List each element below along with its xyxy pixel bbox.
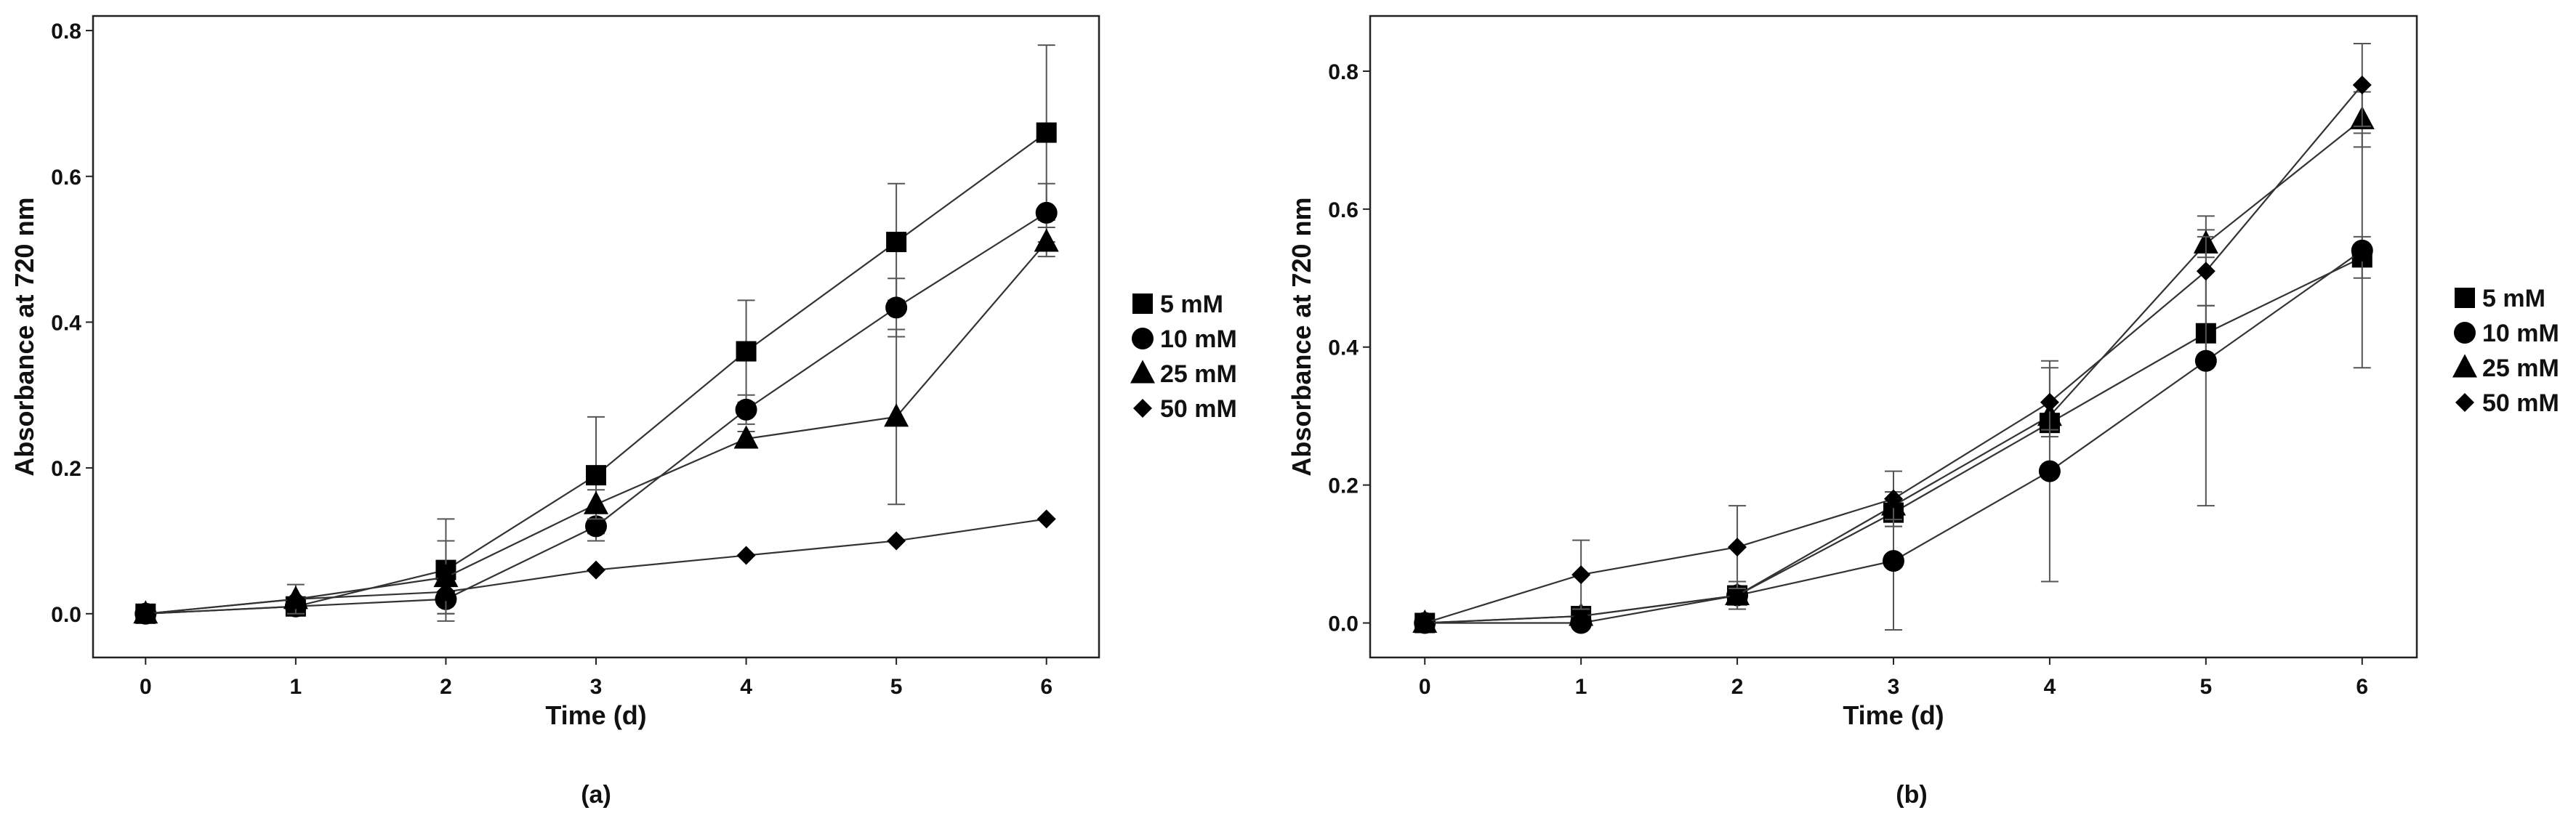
data-point-diamond [587, 560, 605, 580]
legend-label: 50 mM [2482, 389, 2559, 417]
legend-label: 5 mM [1160, 291, 1223, 318]
x-tick-label: 6 [1040, 675, 1052, 699]
data-point-square [586, 465, 606, 486]
y-tick-label: 0.0 [1328, 612, 1359, 636]
x-axis-title: Time (d) [545, 700, 646, 730]
legend-marker-circle [2454, 322, 2476, 344]
panel-caption: (a) [581, 781, 611, 809]
data-point-diamond [286, 589, 305, 609]
data-point-circle [1035, 201, 1058, 224]
legend-marker-circle [1132, 328, 1154, 349]
x-tick-label: 4 [2044, 675, 2056, 699]
data-point-square [736, 341, 757, 362]
y-tick-label: 0.2 [51, 457, 81, 481]
data-point-diamond [887, 531, 906, 551]
panel-caption: (b) [1896, 781, 1927, 809]
legend-marker-triangle [2452, 354, 2477, 378]
y-tick-label: 0.8 [51, 20, 81, 44]
legend-marker-triangle [1130, 360, 1155, 384]
legend-marker-diamond [2455, 393, 2474, 412]
data-point-triangle [1725, 581, 1750, 606]
series-50-mm [1415, 42, 2372, 633]
x-tick-label: 2 [440, 675, 452, 699]
y-tick-label: 0.4 [1328, 336, 1359, 360]
legend: 5 mM 10 mM 25 mM 50 mM [2452, 285, 2559, 417]
data-point-diamond [1571, 565, 1591, 585]
series-10-mm [134, 182, 1058, 625]
x-tick-label: 4 [740, 675, 752, 699]
y-tick-label: 0.6 [51, 166, 81, 190]
data-point-triangle [433, 564, 459, 588]
y-tick-label: 0.6 [1328, 198, 1359, 222]
data-point-circle [2194, 349, 2217, 372]
data-point-diamond [1884, 489, 1903, 509]
data-point-diamond [2196, 262, 2215, 281]
y-axis-title: Absorbance at 720 nm [1287, 197, 1316, 476]
data-point-circle [2038, 460, 2061, 482]
data-point-diamond [2352, 75, 2372, 94]
y-tick-label: 0.4 [51, 311, 81, 335]
chart-panel-b: 0.0 0.2 0.4 0.6 0.8 0 1 2 3 4 5 6 Time (d) Absorbance… [1287, 15, 2559, 730]
x-tick-label: 1 [1575, 675, 1587, 699]
data-point-triangle [1569, 602, 1594, 626]
data-point-circle [885, 296, 908, 319]
data-point-diamond [1037, 509, 1056, 529]
x-tick-label: 3 [1888, 675, 1900, 699]
data-point-circle [585, 515, 607, 538]
legend-marker-square [2455, 288, 2475, 308]
x-tick-label: 5 [2200, 675, 2213, 699]
chart-panel-a: 0.0 0.2 0.4 0.6 0.8 0 1 2 3 4 5 6 Time (d) Absorbance… [9, 15, 1237, 730]
data-point-diamond [1415, 613, 1435, 633]
data-point-square [1036, 122, 1057, 143]
x-tick-label: 3 [590, 675, 603, 699]
data-point-triangle [1034, 228, 1059, 252]
series-50-mm [136, 509, 1056, 623]
legend-label: 10 mM [2482, 320, 2559, 347]
data-point-diamond [136, 604, 156, 623]
series-10-mm [1414, 132, 2373, 634]
x-tick-label: 0 [1419, 675, 1431, 699]
series-line [145, 131, 1047, 615]
y-axis-title: Absorbance at 720 nm [9, 197, 39, 476]
data-point-triangle [884, 403, 909, 427]
legend-label: 25 mM [2482, 355, 2559, 382]
legend-label: 10 mM [1160, 325, 1237, 353]
data-point-circle [1883, 550, 1904, 572]
data-point-diamond [2040, 392, 2059, 412]
data-point-square [886, 232, 907, 253]
x-tick-label: 6 [2356, 675, 2368, 699]
legend: 5 mM 10 mM 25 mM 50 mM [1130, 291, 1237, 423]
y-tick-label: 0.8 [1328, 60, 1359, 84]
y-tick-label: 0.2 [1328, 474, 1359, 498]
data-point-diamond [436, 582, 456, 602]
x-axis-title: Time (d) [1843, 700, 1944, 730]
x-tick-label: 2 [1731, 675, 1744, 699]
legend-label: 50 mM [1160, 395, 1237, 423]
x-tick-label: 1 [290, 675, 302, 699]
legend-marker-diamond [1133, 399, 1152, 418]
series-line [145, 211, 1047, 615]
legend-label: 25 mM [1160, 360, 1237, 388]
data-point-diamond [736, 546, 756, 565]
data-point-triangle [584, 490, 608, 514]
data-point-triangle [733, 425, 759, 449]
data-point-circle [735, 398, 757, 421]
legend-marker-square [1132, 293, 1153, 314]
data-point-circle [2351, 239, 2373, 262]
y-tick-label: 0.0 [51, 603, 81, 627]
data-point-diamond [1728, 538, 1747, 557]
x-tick-label: 0 [140, 675, 152, 699]
x-tick-label: 5 [890, 675, 903, 699]
legend-label: 5 mM [2482, 285, 2545, 312]
